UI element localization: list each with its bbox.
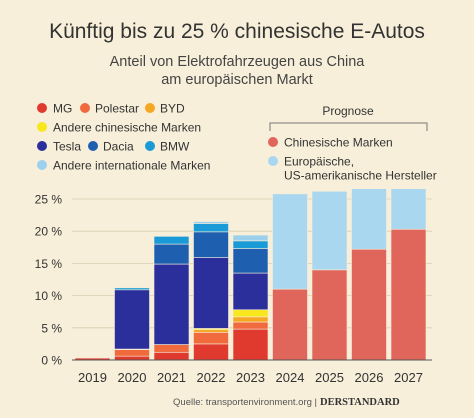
legend-label-dacia: Dacia: [103, 140, 134, 154]
bar-segment-2020-mg: [114, 355, 150, 361]
bar-segment-2021-mg: [153, 351, 190, 361]
bar-segment-2023-polestar: [232, 321, 269, 330]
legend-swatch-andere-internationale: [37, 160, 47, 170]
legend-label-bmw: BMW: [160, 140, 190, 154]
bar-segment-2022-tesla: [193, 257, 229, 329]
legend-label-europaeische-line1: Europäische,: [284, 155, 354, 169]
legend-swatch-europaeische: [268, 156, 278, 166]
bar-segment-2023-mg: [232, 328, 269, 361]
bar-segment-2022-dacia: [193, 231, 229, 258]
chart-title: Künftig bis zu 25 % chinesische E-Autos: [49, 20, 425, 43]
bar-segment-2022-andere-internationale-marken: [193, 221, 229, 224]
bar-segment-2025-chinesische-marken: [311, 269, 348, 361]
x-tick-label: 2027: [394, 370, 423, 385]
y-tick-label: 0 %: [41, 354, 62, 368]
legend-label-mg: MG: [53, 102, 72, 116]
x-tick-label: 2024: [276, 370, 305, 385]
prognose-bracket: [269, 122, 428, 131]
bar-segment-2027-chinesische-marken: [390, 228, 427, 361]
y-tick-label: 25 %: [35, 193, 63, 207]
y-tick-label: 15 %: [35, 257, 63, 271]
bar-segment-2020-bmw: [114, 287, 150, 291]
y-axis-ticks: 0 % 5 % 10 % 15 % 20 % 25 %: [35, 193, 63, 368]
bar-segment-2021-dacia: [153, 243, 190, 265]
bar-segment-2025-europäische-us-amerikanische-hersteller: [311, 190, 348, 271]
bar-segment-2023-byd: [232, 316, 269, 323]
bar-segment-2024-chinesische-marken: [272, 288, 308, 361]
legend-swatch-tesla: [37, 141, 47, 151]
x-axis-ticks: 2019 2020 2021 2022 2023 2024 2025 2026 2027: [78, 370, 423, 385]
bar-segment-2022-bmw: [193, 223, 229, 233]
chart-subtitle-line1: Anteil von Elektrofahrzeugen aus China: [110, 54, 366, 70]
bar-segment-2023-bmw: [232, 240, 269, 249]
x-tick-label: 2019: [78, 370, 107, 385]
bar-segment-2023-andere-chinesische-marken: [232, 309, 269, 318]
x-tick-label: 2021: [157, 370, 186, 385]
brand-logo: DERSTANDARD: [320, 397, 400, 408]
x-tick-label: 2026: [355, 370, 384, 385]
legend-swatch-byd: [145, 103, 155, 113]
y-tick-label: 5 %: [41, 321, 62, 335]
bar-segment-2023-andere-internationale-marken: [232, 234, 269, 242]
bar-segment-2021-tesla: [153, 263, 190, 345]
legend-label-chinesische-marken: Chinesische Marken: [284, 136, 393, 150]
legend-swatch-mg: [37, 103, 47, 113]
bar-segment-2022-mg: [193, 343, 229, 361]
source-note: Quelle: transportenvironment.org |: [173, 397, 317, 408]
bar-segment-2026-europäische-us-amerikanische-hersteller: [351, 188, 387, 250]
x-tick-label: 2020: [118, 370, 147, 385]
legend-label-europaeische-line2: US-amerikanische Hersteller: [284, 169, 437, 183]
y-tick-label: 10 %: [35, 289, 63, 303]
legend-label-andere-internationale: Andere internationale Marken: [53, 159, 210, 173]
legend-swatch-chinesische-marken: [268, 137, 278, 147]
y-tick-label: 20 %: [35, 225, 63, 239]
x-tick-label: 2022: [197, 370, 226, 385]
legend-label-tesla: Tesla: [53, 140, 81, 154]
legend-swatch-andere-chinesische: [37, 122, 47, 132]
bar-segment-2020-polestar: [114, 349, 150, 357]
bar-segment-2021-polestar: [153, 344, 190, 353]
chart-subtitle-line2: am europäischen Markt: [161, 72, 313, 88]
bar-segment-2021-bmw: [153, 236, 190, 245]
bar-segment-2020-tesla: [114, 289, 150, 350]
bar-segment-2024-europäische-us-amerikanische-hersteller: [272, 193, 308, 290]
prognose-label: Prognose: [322, 104, 374, 118]
legend-label-andere-chinesische: Andere chinesische Marken: [53, 121, 201, 135]
bar-segment-2027-europäische-us-amerikanische-hersteller: [390, 188, 427, 230]
bar-segment-2026-chinesische-marken: [351, 248, 387, 361]
bar-segment-2022-byd: [193, 329, 229, 333]
legend-swatch-bmw: [145, 141, 155, 151]
bar-segment-2022-polestar: [193, 332, 229, 345]
legend-label-byd: BYD: [160, 102, 185, 116]
x-tick-label: 2025: [315, 370, 344, 385]
legend-label-polestar: Polestar: [95, 102, 139, 116]
legend-swatch-dacia: [88, 141, 98, 151]
bar-segment-2023-dacia: [232, 248, 269, 274]
bar-segment-2023-tesla: [232, 272, 269, 311]
legend-swatch-polestar: [80, 103, 90, 113]
bars: [74, 188, 427, 361]
legend-prognose: Prognose Chinesische Marken Europäische,…: [268, 104, 437, 183]
legend-left: MG Polestar BYD Andere chinesische Marke…: [37, 102, 210, 173]
x-tick-label: 2023: [236, 370, 265, 385]
